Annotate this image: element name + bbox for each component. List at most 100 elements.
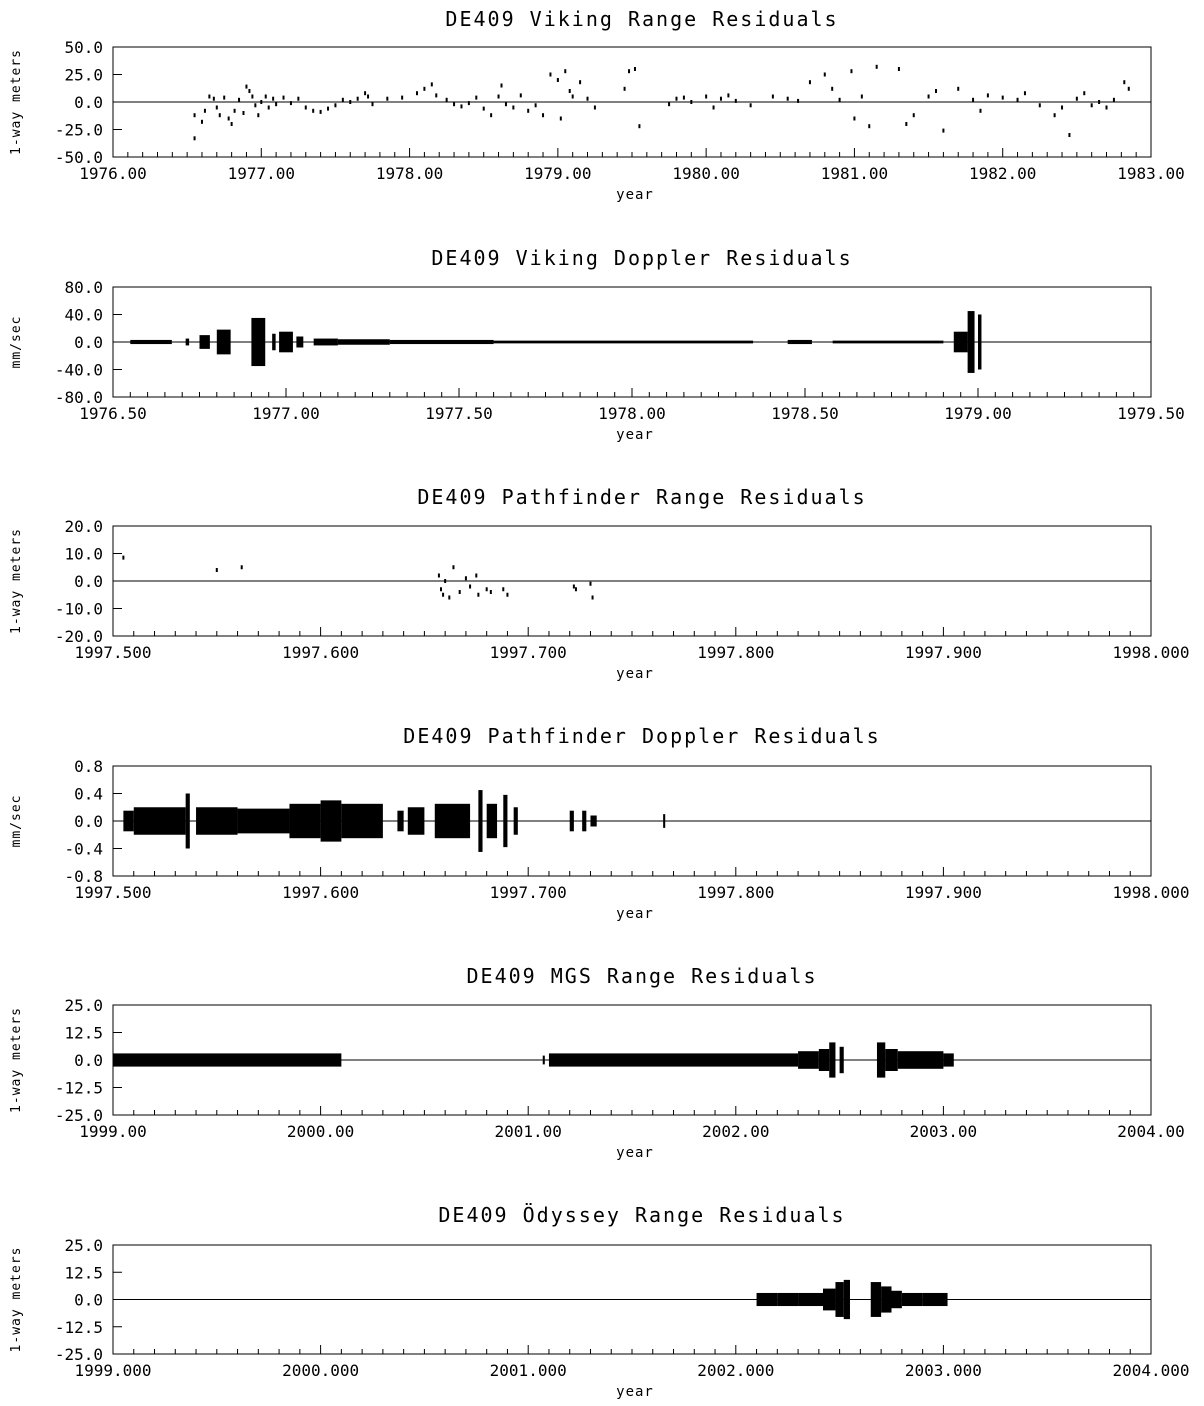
x-tick-label: 1976.00 <box>79 164 146 183</box>
chart-title: DE409 Ödyssey Range Residuals <box>438 1203 845 1227</box>
data-point <box>868 124 871 129</box>
data-band <box>296 336 304 348</box>
y-tick-label: -25.0 <box>55 1345 103 1364</box>
data-point <box>341 97 344 102</box>
data-band <box>320 800 342 842</box>
data-point <box>1075 96 1078 101</box>
data-band <box>407 807 425 835</box>
data-point <box>549 72 552 77</box>
data-point <box>823 72 826 77</box>
y-tick-label: -40.0 <box>55 361 103 380</box>
data-point <box>215 568 218 572</box>
x-tick-label: 1997.700 <box>490 643 567 662</box>
x-tick-label: 1997.900 <box>905 883 982 902</box>
data-point <box>853 116 856 121</box>
data-band <box>953 331 968 353</box>
data-band <box>943 1053 954 1067</box>
data-band <box>130 339 172 345</box>
data-point <box>415 91 418 96</box>
x-tick-label: 1978.00 <box>598 404 665 423</box>
data-band <box>542 1055 545 1065</box>
data-point <box>193 113 196 118</box>
data-point <box>527 108 530 113</box>
data-point <box>230 122 233 126</box>
data-band <box>756 1292 778 1307</box>
data-band <box>133 807 186 835</box>
data-point <box>312 108 315 113</box>
data-point <box>860 94 863 99</box>
x-tick-label: 1978.50 <box>771 404 838 423</box>
x-tick-label: 2002.000 <box>697 1361 774 1380</box>
data-point <box>467 101 470 106</box>
data-band <box>397 810 404 832</box>
x-tick-label: 2001.000 <box>490 1361 567 1380</box>
data-point <box>452 565 455 570</box>
data-band <box>216 329 231 355</box>
x-axis-label: year <box>616 1145 654 1161</box>
data-point <box>972 97 975 102</box>
x-axis-label: year <box>616 666 654 682</box>
x-tick-label: 1998.000 <box>1112 643 1189 662</box>
data-point <box>257 113 260 118</box>
data-band <box>787 339 812 345</box>
data-band <box>313 338 338 346</box>
data-band <box>663 814 666 828</box>
data-band <box>876 1042 886 1078</box>
data-point <box>534 103 537 108</box>
data-point <box>282 95 285 100</box>
data-point <box>831 86 834 91</box>
chart-title: DE409 Pathfinder Range Residuals <box>417 485 866 509</box>
panel-5: DE409 MGS Range Residuals 1999.00 2000.00 2… <box>9 964 1185 1161</box>
data-point <box>1023 91 1026 96</box>
data-point <box>477 592 480 597</box>
x-axis-label: year <box>616 187 654 203</box>
x-tick-label: 1976.50 <box>79 404 146 423</box>
data-point <box>453 102 456 107</box>
x-tick-label: 1977.00 <box>252 404 319 423</box>
data-marks <box>193 64 1130 141</box>
data-point <box>556 78 559 82</box>
x-tick-label: 2001.00 <box>494 1122 561 1141</box>
y-tick-label: -25.0 <box>55 121 103 140</box>
data-point <box>712 105 715 110</box>
data-point <box>668 102 671 107</box>
data-point <box>304 105 307 110</box>
data-point <box>490 113 493 118</box>
x-tick-label: 1977.50 <box>425 404 492 423</box>
data-point <box>208 94 211 99</box>
data-band <box>818 1049 830 1071</box>
data-point <box>1112 97 1115 102</box>
data-point <box>272 96 275 101</box>
x-tick-label: 1981.00 <box>821 164 888 183</box>
data-band <box>251 317 266 367</box>
data-point <box>435 93 438 98</box>
data-point <box>797 98 800 103</box>
y-tick-label: 0.0 <box>74 812 103 831</box>
data-point <box>386 96 389 101</box>
y-tick-label: 0.8 <box>74 757 103 776</box>
data-point <box>440 587 443 592</box>
data-band <box>199 335 210 349</box>
data-point <box>349 100 352 104</box>
data-point <box>519 93 522 98</box>
y-tick-label: 25.0 <box>64 996 103 1015</box>
data-band <box>870 1282 882 1317</box>
x-tick-label: 1998.000 <box>1112 883 1189 902</box>
data-point <box>957 86 960 91</box>
data-point <box>275 102 278 107</box>
data-point <box>240 565 243 570</box>
x-tick-label: 1999.00 <box>79 1122 146 1141</box>
data-point <box>264 94 267 99</box>
data-point <box>460 104 463 109</box>
data-point <box>200 119 203 124</box>
data-point <box>749 103 752 108</box>
y-tick-label: 12.5 <box>64 1263 103 1282</box>
data-point <box>572 584 575 589</box>
data-point <box>506 592 509 597</box>
data-point <box>251 94 254 99</box>
data-point <box>448 595 451 600</box>
data-band <box>337 339 390 345</box>
data-band <box>434 803 471 839</box>
data-point <box>786 96 789 101</box>
